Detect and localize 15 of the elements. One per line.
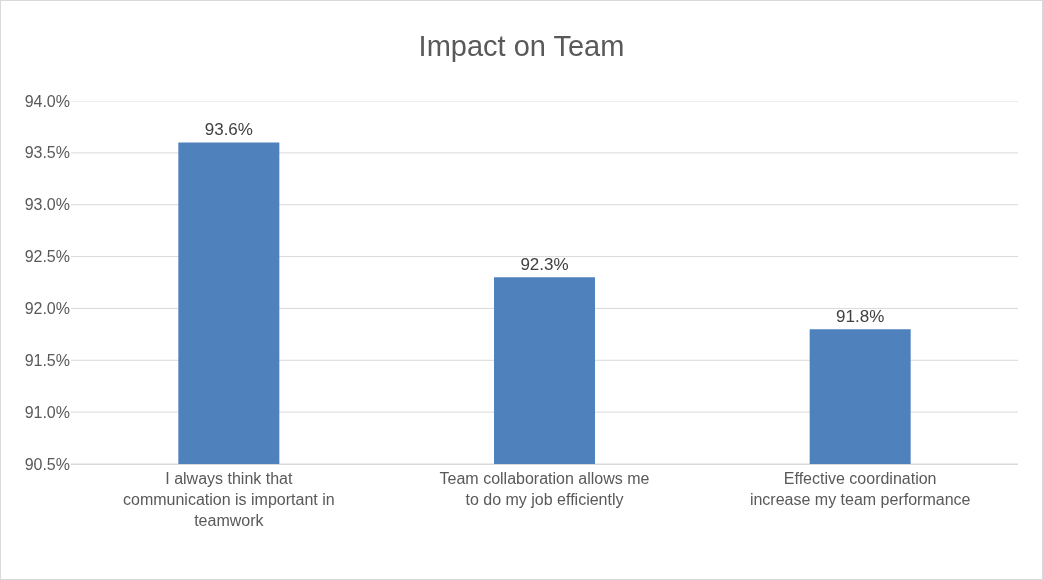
y-tick-label: 92.0% [24, 300, 70, 318]
y-tick-label: 92.5% [24, 248, 70, 266]
y-tick-label: 91.5% [24, 351, 70, 369]
y-tick-label: 91.0% [24, 403, 70, 421]
x-tick-label: Team collaboration allows me to do my job efficiently [439, 470, 650, 508]
data-label: 91.8% [836, 307, 885, 327]
y-tick-label: 94.0% [24, 92, 70, 110]
y-tick-label: 90.5% [24, 455, 70, 473]
y-tick-label: 93.5% [24, 144, 70, 162]
data-label: 93.6% [204, 120, 253, 140]
x-tick-label: I always think that communication is important in teamwork [123, 470, 335, 529]
x-tick-label: Effective coordination increase my team performance [749, 470, 971, 508]
y-tick-label: 93.0% [24, 196, 70, 214]
data-label: 92.3% [520, 255, 569, 275]
chart-title: Impact on Team [418, 29, 625, 62]
